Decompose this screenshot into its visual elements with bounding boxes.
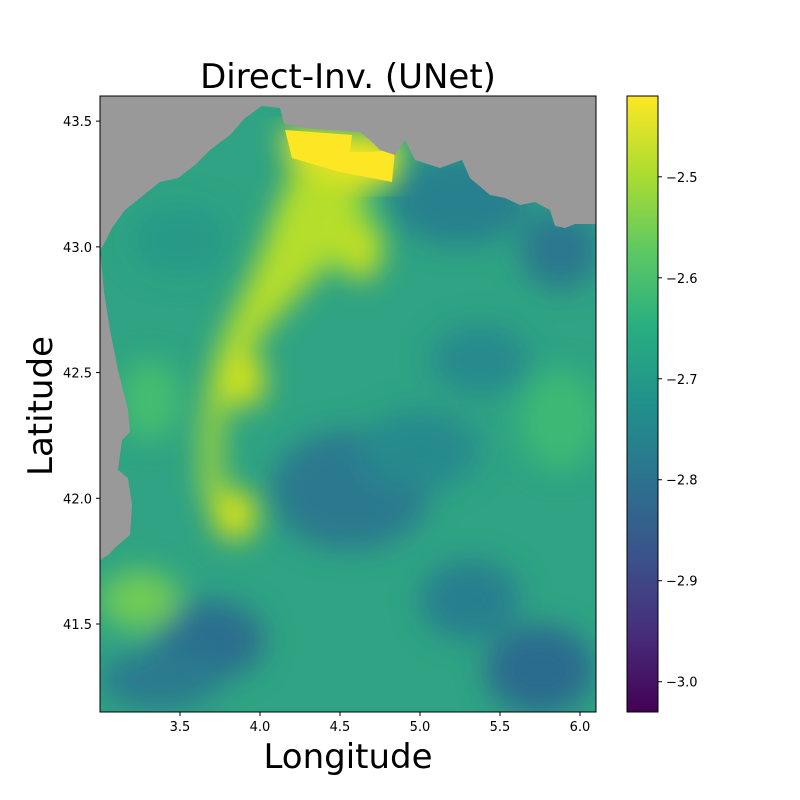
x-tick-label: 5.5: [490, 720, 511, 735]
coastal-max-core: [285, 130, 395, 182]
colorbar-tick-label: −2.6: [666, 272, 698, 287]
coastal-ridge: [201, 150, 382, 540]
x-axis: 3.5 4.0 4.5 5.0 5.5 6.0: [170, 712, 591, 735]
ridge-peak: [338, 220, 382, 280]
x-tick-label: 3.5: [170, 720, 191, 735]
ridge-peak: [213, 490, 257, 540]
x-axis-label: Longitude: [263, 737, 432, 777]
x-tick-label: 4.0: [250, 720, 271, 735]
colorbar-tick-label: −3.0: [666, 676, 698, 691]
low-patch: [520, 210, 596, 290]
land-mask-west: [100, 250, 132, 560]
low-patch: [130, 205, 230, 275]
colorbar-tick-label: −2.8: [666, 474, 698, 489]
y-tick-label: 42.0: [63, 492, 92, 507]
low-patch: [360, 410, 480, 490]
x-tick-label: 6.0: [570, 720, 591, 735]
y-tick-label: 42.5: [63, 367, 92, 382]
high-patch: [120, 360, 180, 440]
chart-title: Direct-Inv. (UNet): [200, 57, 496, 97]
plot-frame: [99, 95, 597, 713]
low-patch: [430, 325, 530, 395]
land-mask-north: [100, 96, 596, 250]
high-patch: [520, 370, 596, 470]
colorbar-tick-label: −2.9: [666, 575, 698, 590]
y-tick-label: 43.0: [63, 241, 92, 256]
high-patch: [100, 570, 180, 630]
x-tick-label: 5.0: [410, 720, 431, 735]
low-patch: [100, 650, 220, 710]
y-tick-label: 43.5: [63, 115, 92, 130]
colorbar-tick-label: −2.5: [666, 171, 698, 186]
ridge-band: [201, 150, 380, 520]
colorbar-axis: −3.0 −2.9 −2.8 −2.7 −2.6 −2.5: [658, 171, 698, 691]
x-tick-label: 4.5: [330, 720, 351, 735]
colorbar-tick-label: −2.7: [666, 373, 698, 388]
low-patch: [485, 625, 595, 712]
y-axis-label: Latitude: [21, 336, 61, 476]
y-tick-label: 41.5: [63, 618, 92, 633]
low-patch: [420, 560, 520, 640]
plot-area: [100, 96, 596, 712]
y-axis: 41.5 42.0 42.5 43.0 43.5: [63, 115, 100, 633]
ridge-peak: [225, 352, 265, 408]
colorbar: [626, 95, 659, 713]
